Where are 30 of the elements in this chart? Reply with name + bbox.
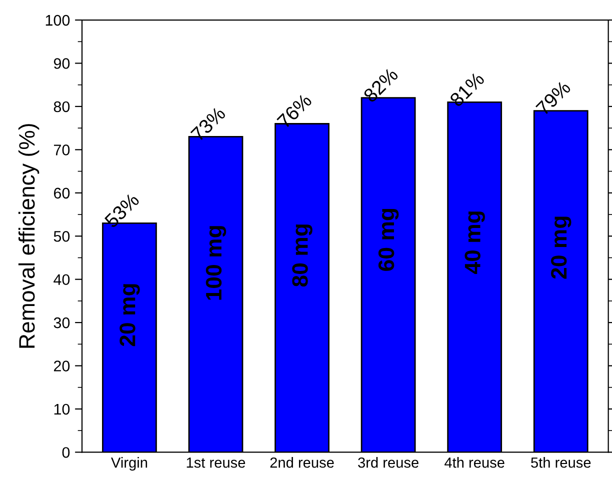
annotation: 40 mg bbox=[464, 212, 485, 274]
y-tick-label: 0 bbox=[62, 447, 70, 458]
x-tick-label: 4th reuse bbox=[444, 457, 504, 468]
data-label: 81% bbox=[448, 71, 486, 108]
data-label: 79% bbox=[535, 80, 572, 116]
y-tick-label: 70 bbox=[54, 144, 70, 156]
annotation: 80 mg bbox=[292, 224, 312, 287]
y-tick-label: 60 bbox=[54, 188, 70, 199]
y-tick-label: 100 bbox=[46, 14, 70, 26]
annotation: 60 mg bbox=[378, 208, 399, 271]
data-label: 76% bbox=[276, 92, 313, 129]
x-tick-label: 5th reuse bbox=[531, 457, 591, 468]
annotation: 20 mg bbox=[120, 284, 140, 346]
y-tick-label: 50 bbox=[54, 230, 70, 242]
data-label: 53% bbox=[104, 192, 140, 228]
y-tick-label: 20 bbox=[54, 360, 70, 372]
y-tick-label: 80 bbox=[54, 101, 70, 112]
y-axis-title: Removal efficiency (%) bbox=[18, 124, 40, 348]
y-tick-label: 90 bbox=[54, 58, 70, 69]
y-tick-label: 40 bbox=[54, 274, 70, 286]
data-label: 73% bbox=[190, 106, 226, 142]
x-tick-label: 3rd reuse bbox=[358, 457, 418, 468]
y-tick-label: 10 bbox=[54, 404, 70, 415]
x-tick-label: 1st reuse bbox=[186, 458, 246, 468]
data-label: 82% bbox=[362, 66, 399, 104]
y-tick-label: 30 bbox=[54, 317, 70, 328]
x-tick-label: Virgin bbox=[111, 457, 148, 471]
x-tick-label: 2nd reuse bbox=[270, 457, 334, 468]
annotation: 20 mg bbox=[551, 216, 572, 279]
annotation: 100 mg bbox=[206, 226, 226, 300]
